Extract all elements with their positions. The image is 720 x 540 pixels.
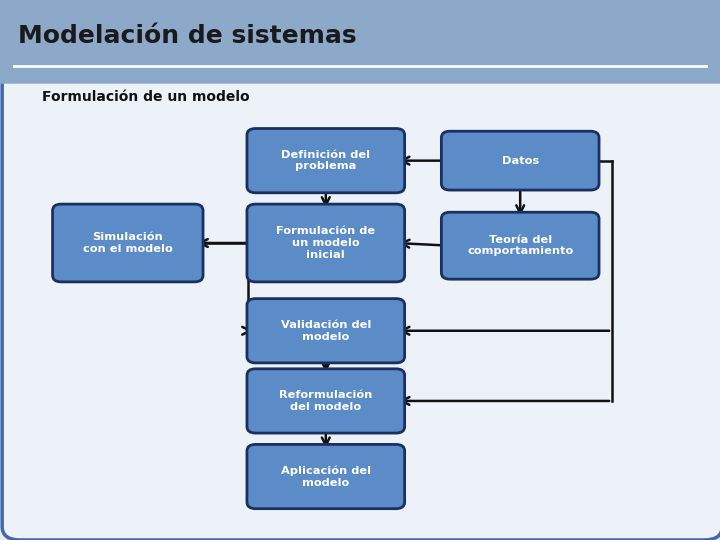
Text: Teoría del
comportamiento: Teoría del comportamiento: [467, 235, 573, 256]
Text: Formulación de un modelo: Formulación de un modelo: [42, 90, 249, 104]
FancyBboxPatch shape: [53, 204, 203, 282]
Text: Datos: Datos: [502, 156, 539, 166]
Text: Validación del
modelo: Validación del modelo: [281, 320, 371, 342]
Text: Aplicación del
modelo: Aplicación del modelo: [281, 465, 371, 488]
Text: Simulación
con el modelo: Simulación con el modelo: [83, 232, 173, 254]
FancyBboxPatch shape: [247, 129, 405, 193]
FancyBboxPatch shape: [247, 204, 405, 282]
Text: Formulación de
un modelo
inicial: Formulación de un modelo inicial: [276, 226, 375, 260]
FancyBboxPatch shape: [247, 369, 405, 433]
Text: Reformulación
del modelo: Reformulación del modelo: [279, 390, 372, 411]
FancyBboxPatch shape: [2, 59, 720, 540]
Text: Definición del
problema: Definición del problema: [282, 150, 370, 172]
FancyBboxPatch shape: [441, 131, 599, 190]
FancyBboxPatch shape: [441, 212, 599, 279]
FancyBboxPatch shape: [247, 299, 405, 363]
FancyBboxPatch shape: [0, 0, 720, 84]
FancyBboxPatch shape: [247, 444, 405, 509]
Text: Modelación de sistemas: Modelación de sistemas: [18, 24, 356, 49]
